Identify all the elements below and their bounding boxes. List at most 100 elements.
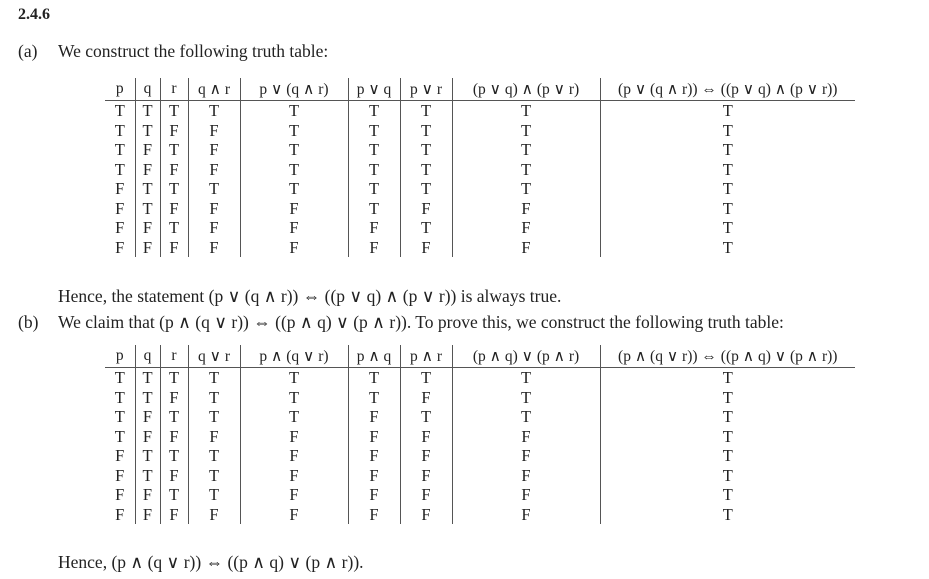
table-cell: F (239, 426, 348, 446)
table-cell: F (239, 237, 348, 257)
table-cell: F (115, 218, 125, 237)
table-cell: T (239, 367, 348, 388)
part-a-intro-text: We construct the following truth table: (58, 41, 329, 61)
table-cell: F (399, 237, 452, 257)
table-cell: T (451, 120, 600, 140)
column-header: p ∧ q (347, 345, 400, 368)
table-cell: T (239, 159, 348, 179)
table-cell: F (451, 218, 600, 238)
table-cell: T (451, 387, 600, 407)
table-cell: F (159, 465, 188, 485)
table-cell: T (599, 465, 855, 485)
table-cell: T (239, 387, 348, 407)
table-cell: T (114, 120, 125, 140)
table-cell: F (451, 465, 600, 485)
table-cell: F (187, 120, 240, 140)
column-header: (p ∨ (q ∧ r)) ⇔ ((p ∨ q) ∧ (p ∨ r)) (599, 78, 855, 101)
table-cell: T (239, 407, 348, 427)
table-cell: T (159, 367, 188, 388)
part-a-label: (a) (18, 41, 38, 61)
table-cell: F (451, 485, 600, 505)
table-cell: F (347, 237, 400, 257)
table-cell: T (399, 407, 452, 427)
table-cell: T (114, 140, 125, 159)
table-cell: T (599, 446, 855, 466)
column-header: p (105, 345, 135, 368)
table-cell: F (451, 426, 600, 446)
table-cell: F (134, 237, 160, 257)
table-cell: F (399, 198, 452, 218)
table-cell: T (114, 101, 125, 120)
table-cell: F (187, 159, 240, 179)
table-cell: F (115, 485, 125, 504)
table-cell: T (187, 179, 240, 199)
table-cell: F (399, 465, 452, 485)
table-cell: F (134, 407, 160, 427)
part-a-conclusion: Hence, the statement (p ∨ (q ∧ r)) ⇔ ((p… (58, 286, 562, 306)
table-cell: T (187, 485, 240, 505)
table-cell: F (239, 465, 348, 485)
table-cell: F (399, 387, 452, 407)
table-cell: T (451, 179, 600, 199)
table-cell: T (599, 504, 855, 524)
table-cell: T (347, 100, 400, 121)
table-cell: T (134, 387, 160, 407)
table-cell: F (115, 237, 125, 257)
table-cell: T (114, 426, 125, 446)
table-cell: T (159, 140, 188, 160)
table-cell: F (187, 237, 240, 257)
table-cell: F (347, 504, 400, 524)
table-cell: F (347, 465, 400, 485)
table-cell: F (399, 426, 452, 446)
table-cell: F (115, 465, 125, 485)
table-cell: T (114, 387, 125, 407)
column-header: p ∨ (q ∧ r) (239, 78, 348, 101)
table-cell: T (159, 218, 188, 238)
table-cell: F (115, 446, 125, 465)
table-cell: F (134, 485, 160, 505)
table-cell: T (599, 100, 855, 121)
table-cell: T (599, 387, 855, 407)
table-cell: T (399, 159, 452, 179)
table-cell: T (239, 100, 348, 121)
table-cell: T (347, 120, 400, 140)
table-cell: F (115, 198, 125, 218)
table-cell: T (599, 198, 855, 218)
table-cell: T (347, 140, 400, 160)
table-cell: T (134, 367, 160, 388)
table-cell: F (134, 218, 160, 238)
table-cell: T (134, 465, 160, 485)
table-cell: T (599, 407, 855, 427)
table-cell: T (347, 387, 400, 407)
table-cell: T (451, 100, 600, 121)
table-cell: T (451, 159, 600, 179)
table-cell: F (451, 446, 600, 466)
table-cell: T (187, 407, 240, 427)
table-cell: T (399, 120, 452, 140)
table-cell: F (134, 159, 160, 179)
table-cell: T (187, 446, 240, 466)
table-cell: T (347, 198, 400, 218)
table-cell: T (159, 485, 188, 505)
table-cell: T (114, 159, 125, 179)
column-header: p ∨ r (399, 78, 452, 101)
table-cell: F (399, 504, 452, 524)
table-cell: T (159, 407, 188, 427)
table-cell: T (347, 367, 400, 388)
table-cell: F (239, 218, 348, 238)
table-cell: F (159, 504, 188, 524)
column-header: (p ∧ (q ∨ r)) ⇔ ((p ∧ q) ∨ (p ∧ r)) (599, 345, 855, 368)
table-cell: F (347, 218, 400, 238)
table-cell: F (134, 504, 160, 524)
column-header: q (134, 345, 160, 368)
table-cell: F (239, 504, 348, 524)
table-cell: T (451, 367, 600, 388)
